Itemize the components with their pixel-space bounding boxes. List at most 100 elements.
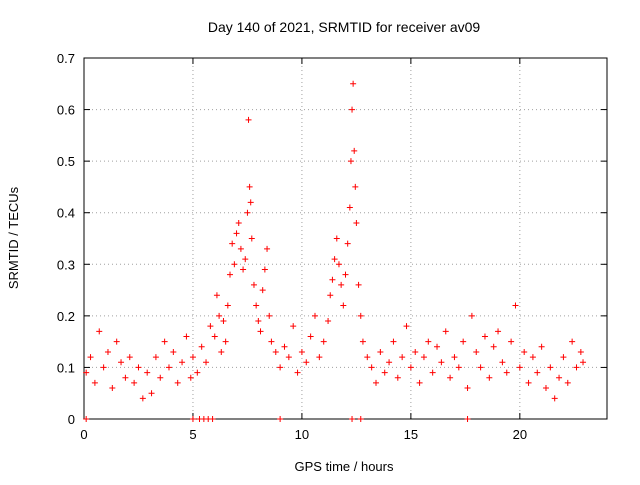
data-point [569,338,576,345]
data-point [126,354,133,361]
data-point [87,354,94,361]
data-point [247,199,254,206]
data-point [352,183,359,190]
data-point [490,343,497,350]
data-point [573,364,580,371]
y-tick-label: 0.1 [57,360,75,375]
data-point [495,328,502,335]
data-point [235,220,242,227]
data-point [442,328,449,335]
data-point [503,369,510,376]
data-point [434,343,441,350]
y-tick-label: 0 [68,412,75,427]
data-point [399,354,406,361]
chart-title: Day 140 of 2021, SRMTID for receiver av0… [208,19,481,35]
data-point [351,147,358,154]
axis-ticks: 0 0.1 0.2 0.3 0.4 0.5 0.6 0.7 0 5 10 15 20 [57,51,607,442]
data-point [364,354,371,361]
data-point [218,348,225,355]
data-point [390,338,397,345]
data-point [333,235,340,242]
x-tick-label: 10 [295,427,309,442]
plot-frame [83,57,608,420]
data-point [183,333,190,340]
data-point [198,343,205,350]
data-point [100,364,107,371]
data-point [242,256,249,263]
data-point [266,312,273,319]
data-point [481,333,488,340]
data-point [161,338,168,345]
data-point [542,385,549,392]
data-point [357,312,364,319]
data-point [248,235,255,242]
x-tick-label: 0 [80,427,87,442]
data-point [347,158,354,165]
data-point [229,240,236,247]
data-point [174,379,181,386]
data-point [464,416,471,422]
data-point [447,374,454,381]
data-point [135,364,142,371]
y-tick-label: 0.5 [57,154,75,169]
data-point [259,287,266,294]
data-point [560,354,567,361]
data-point [83,369,90,376]
data-point [349,416,356,422]
data-point [394,374,401,381]
data-point [113,338,120,345]
data-point [189,354,196,361]
data-point [521,348,528,355]
x-tick-label: 15 [404,427,418,442]
data-point [255,318,262,325]
data-point [109,385,116,392]
data-point [407,364,414,371]
data-point [508,338,515,345]
data-point [237,245,244,252]
data-point [377,348,384,355]
data-point [329,276,336,283]
data-point [294,369,301,376]
data-point [224,302,231,309]
data-point [303,359,310,366]
y-tick-label: 0.7 [57,51,75,66]
data-point [325,318,332,325]
data-point [211,333,218,340]
x-tick-label: 20 [513,427,527,442]
data-point [189,416,196,422]
data-point [556,374,563,381]
data-point [320,338,327,345]
data-point [547,364,554,371]
data-point [512,302,519,309]
data-point [83,416,90,422]
data-point [277,364,284,371]
grid [84,58,607,419]
data-point [290,323,297,330]
data-point [353,220,360,227]
data-point [216,312,223,319]
data-point [451,354,458,361]
data-point [538,343,545,350]
data-point [340,302,347,309]
data-point [316,354,323,361]
data-point [359,338,366,345]
data-point [298,348,305,355]
data-point [131,379,138,386]
data-point [525,379,532,386]
y-tick-label: 0.3 [57,257,75,272]
data-point [551,395,558,402]
data-point [277,416,284,422]
data-point [264,245,271,252]
data-point [157,374,164,381]
data-point [152,354,159,361]
data-point [194,369,201,376]
data-point [244,209,251,216]
data-point [331,256,338,263]
y-axis-label: SRMTID / TECUs [6,186,21,289]
data-point [403,323,410,330]
data-point [165,364,172,371]
data-point [346,204,353,211]
data-point [213,292,220,299]
